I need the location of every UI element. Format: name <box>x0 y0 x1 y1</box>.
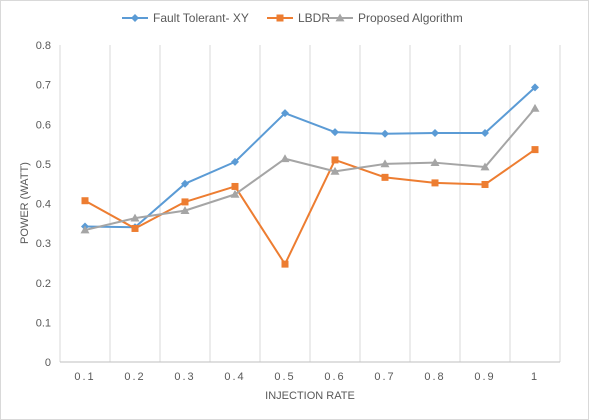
y-axis-title: POWER (WATT) <box>19 162 31 244</box>
data-point <box>180 206 190 215</box>
data-point <box>381 173 389 181</box>
y-tick-label: 0.3 <box>36 238 51 250</box>
data-point <box>231 157 239 166</box>
data-point <box>80 225 90 234</box>
x-tick-label: 0.6 <box>324 371 345 383</box>
data-point <box>480 162 490 171</box>
series-triangle <box>80 103 540 234</box>
series-lines <box>80 83 540 268</box>
data-point <box>331 128 339 137</box>
y-tick-label: 0.5 <box>36 159 51 171</box>
y-tick-label: 0.8 <box>36 40 51 52</box>
data-point <box>380 159 390 168</box>
data-point <box>280 154 290 163</box>
data-point <box>481 180 489 188</box>
data-point <box>381 129 389 138</box>
series-line <box>84 107 536 232</box>
legend-label: Fault Tolerant- XY <box>153 11 249 25</box>
data-point <box>430 158 440 167</box>
x-tick-label: 0.8 <box>424 371 445 383</box>
x-tick-label: 0.9 <box>474 371 495 383</box>
data-point <box>330 166 340 175</box>
x-tick-label: 0.3 <box>174 371 195 383</box>
y-tick-label: 0.6 <box>36 119 51 131</box>
legend-item: LBDR <box>267 11 330 25</box>
data-point <box>230 189 240 198</box>
legend-label: Proposed Algorithm <box>358 11 463 25</box>
legend-label: LBDR <box>298 11 330 25</box>
x-tick-label: 0.7 <box>374 371 395 383</box>
data-point <box>531 146 539 154</box>
x-tick-label: 0.4 <box>224 371 245 383</box>
data-point <box>281 109 289 118</box>
legend-marker <box>276 14 284 22</box>
x-tick-label: 1 <box>531 371 539 383</box>
data-point <box>431 128 439 137</box>
data-point <box>181 198 189 206</box>
x-tick-label: 0.1 <box>74 371 95 383</box>
legend-item: Proposed Algorithm <box>327 11 463 25</box>
data-point <box>131 224 139 232</box>
x-tick-label: 0.5 <box>274 371 295 383</box>
y-tick-labels: 0 0.1 0.2 0.3 0.4 0.5 0.6 0.7 0.8 <box>36 40 51 369</box>
data-point <box>181 179 189 188</box>
legend: Fault Tolerant- XY LBDR Proposed Algorithm <box>122 11 463 25</box>
x-tick-label: 0.2 <box>124 371 145 383</box>
data-point <box>531 83 539 92</box>
data-point <box>231 182 239 190</box>
y-tick-label: 0.7 <box>36 80 51 92</box>
data-point <box>130 213 140 222</box>
x-tick-labels: 0.1 0.2 0.3 0.4 0.5 0.6 0.7 0.8 0.9 1 <box>74 371 539 383</box>
legend-marker <box>131 14 139 22</box>
series-line <box>84 86 536 229</box>
x-axis-title: INJECTION RATE <box>265 390 355 402</box>
legend-marker <box>335 13 345 22</box>
y-tick-label: 0.1 <box>36 317 51 329</box>
data-point <box>431 179 439 187</box>
y-tick-label: 0.4 <box>36 199 51 211</box>
data-point <box>331 156 339 164</box>
data-point <box>81 197 89 205</box>
y-tick-label: 0.2 <box>36 278 51 290</box>
y-tick-label: 0 <box>45 357 51 369</box>
grid-lines <box>59 45 561 362</box>
legend-item: Fault Tolerant- XY <box>122 11 249 25</box>
data-point <box>281 260 289 268</box>
data-point <box>530 103 540 112</box>
data-point <box>481 128 489 137</box>
